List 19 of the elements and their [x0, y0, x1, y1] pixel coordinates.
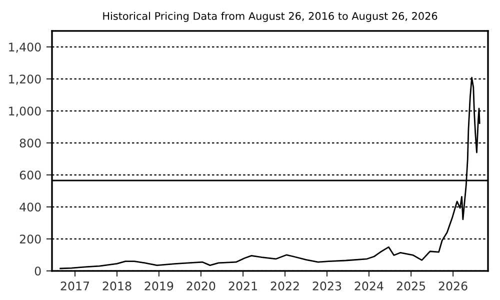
- y-tick-label: 0: [34, 266, 41, 276]
- y-tick-label: 400: [20, 202, 41, 212]
- x-tick-label: 2021: [228, 282, 257, 290]
- y-tick-label: 1,200: [9, 74, 41, 85]
- x-tick-label: 2026: [438, 282, 468, 290]
- y-tick-label: 200: [20, 234, 41, 244]
- x-tick-label: 2019: [144, 282, 174, 290]
- y-tick-label: 600: [20, 170, 41, 180]
- x-tick-label: 2025: [396, 282, 426, 290]
- x-tick-label: 2017: [60, 282, 90, 290]
- chart-title: Historical Pricing Data from August 26, 2016 to August 26, 2026: [103, 12, 438, 22]
- y-tick-label: 1,000: [9, 106, 41, 117]
- y-tick-label: 1,400: [9, 42, 41, 53]
- x-tick-label: 2023: [312, 282, 342, 290]
- y-tick-label: 800: [20, 138, 41, 148]
- x-tick-label: 2020: [186, 282, 216, 290]
- x-tick-label: 2018: [102, 282, 132, 290]
- x-tick-label: 2022: [270, 282, 299, 290]
- x-tick-label: 2024: [354, 282, 384, 290]
